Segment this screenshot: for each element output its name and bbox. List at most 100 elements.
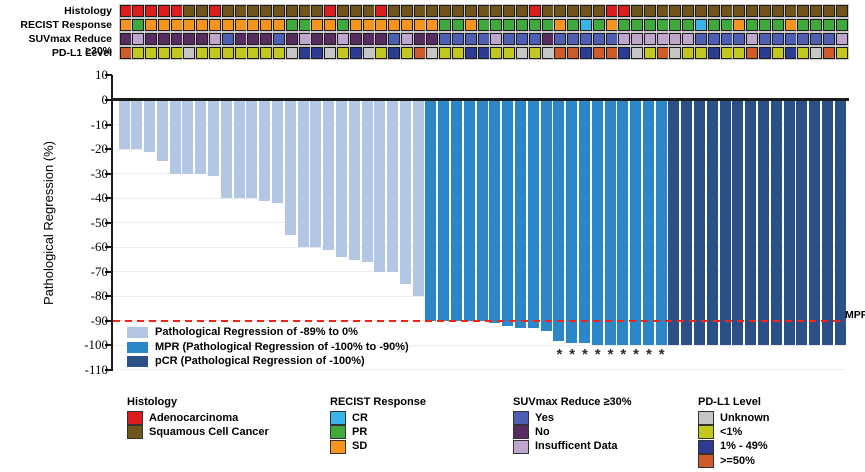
regression-bar [758,100,769,346]
pdl1-cell [541,47,554,59]
histology-cell [157,5,170,17]
legend-swatch [698,425,714,440]
recist-cell [464,19,477,31]
recist-cell [260,19,273,31]
asterisk-marker: * [556,346,563,363]
recist-cell [759,19,771,31]
regression-bar [399,100,411,285]
pdl1-cell [797,47,810,59]
pdl1-cell [682,47,695,59]
histology-cell [515,5,528,17]
pdl1-cell [145,47,158,59]
suvmax-cell [682,33,695,45]
pdl1-cell [311,47,324,59]
regression-bar [796,100,808,346]
histology-cell [221,5,234,17]
recist-cell [170,19,183,31]
suvmax-cell [643,33,656,45]
recist-cell [132,19,145,31]
legend-swatch [330,425,346,440]
plot-legend-label: MPR (Pathological Regression of -100% to… [155,341,409,353]
histology-cell [426,5,439,17]
legend-item-label: 1% - 49% [720,440,768,453]
suvmax-cell [260,33,273,45]
regression-bar [169,100,181,174]
pdl1-cell [592,47,605,59]
pdl1-cell [835,47,848,59]
asterisk-marker: * [594,346,601,363]
pdl1-cell [362,47,375,59]
tick-label: 0 [101,92,109,107]
suvmax-cell [464,33,477,45]
tick-mark [105,99,112,101]
regression-bar [387,100,399,272]
suvmax-cell [618,33,631,45]
recist-cell [631,19,644,31]
pdl1-cell [618,47,631,59]
recist-cell [375,19,388,31]
regression-bar [489,100,501,324]
suvmax-cell [388,33,401,45]
regression-bar [745,100,757,346]
recist-cell [477,19,490,31]
recist-cell [336,19,349,31]
histology-cell [349,5,362,17]
suvmax-cell [797,33,810,45]
histology-cell [643,5,656,17]
recist-cell [720,19,733,31]
tick-mark [105,148,112,151]
regression-bar [463,100,475,321]
asterisk-marker: * [569,346,576,363]
track-label-histology: Histology [64,5,112,17]
pdl1-cell [605,47,618,59]
recist-cell [605,19,618,31]
regression-bar [451,100,463,321]
legend-swatch [127,411,143,425]
regression-bar [719,100,731,346]
suvmax-cell [272,33,285,45]
pdl1-cell [464,47,477,59]
recist-cell [324,19,337,31]
histology-cell [311,5,324,17]
regression-bar [374,100,386,272]
histology-cell [413,5,426,17]
mpr-threshold-line [113,320,846,322]
histology-cell [528,5,541,17]
suvmax-cell [515,33,528,45]
regression-bar [195,100,207,174]
recist-cell [183,19,196,31]
regression-bar [604,100,616,346]
suvmax-cell [196,33,209,45]
pdl1-cell [260,47,273,59]
recist-cell [835,19,848,31]
regression-bar [732,100,744,346]
asterisk-marker: * [620,346,627,363]
track-label-pdl1: PD-L1 Level [51,47,112,59]
regression-bar [182,100,194,174]
legend-swatch [698,454,714,469]
recist-cell [426,19,439,31]
histology-cell [234,5,247,17]
suvmax-cell [503,33,516,45]
histology-cell [656,5,669,17]
pdl1-cell [285,47,298,59]
suvmax-cell [285,33,298,45]
recist-cell [656,19,669,31]
pdl1-cell [196,47,209,59]
pdl1-cell [452,47,465,59]
legend-swatch [330,411,346,425]
tick-label: -40 [90,190,108,206]
histology-cell [400,5,413,17]
histology-cell [170,5,183,17]
histology-cell [336,5,349,17]
recist-cell [452,19,465,31]
regression-bar [233,100,245,199]
regression-bar [566,100,578,343]
asterisk-marker: * [582,346,588,363]
legend-item-label: No [535,425,550,438]
histology-cell [503,5,516,17]
histology-cell [298,5,311,17]
legend-item-label: <1% [720,425,743,438]
pdl1-cell [810,47,823,59]
suvmax-cell [771,33,784,45]
